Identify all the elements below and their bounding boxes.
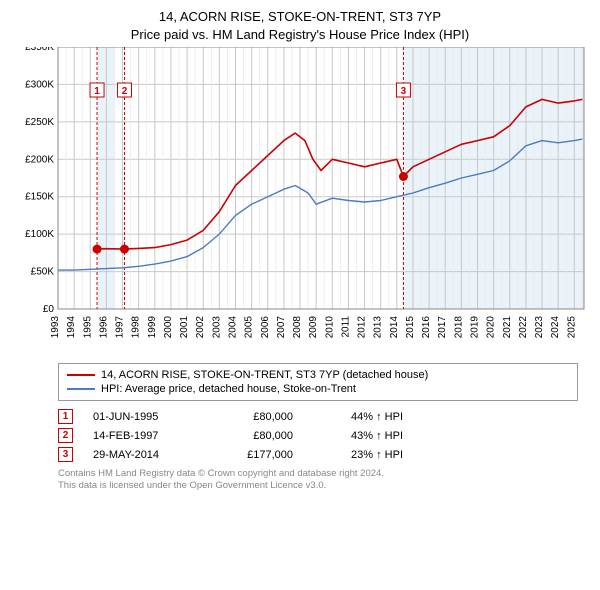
svg-text:2007: 2007 [276,316,287,339]
legend: 14, ACORN RISE, STOKE-ON-TRENT, ST3 7YP … [58,363,578,401]
event-diff: 23% ↑ HPI [313,449,403,461]
title-line-2: Price paid vs. HM Land Registry's House … [10,26,590,44]
attribution: Contains HM Land Registry data © Crown c… [58,468,590,493]
chart-title: 14, ACORN RISE, STOKE-ON-TRENT, ST3 7YP … [10,8,590,43]
svg-text:2006: 2006 [260,316,271,339]
svg-text:3: 3 [401,86,407,97]
svg-text:2004: 2004 [227,316,238,339]
event-row: 3 29-MAY-2014 £177,000 23% ↑ HPI [58,445,578,464]
svg-text:£200K: £200K [25,154,54,165]
svg-text:£50K: £50K [31,267,55,278]
svg-text:2010: 2010 [324,316,335,339]
legend-label-hpi: HPI: Average price, detached house, Stok… [101,383,356,395]
svg-text:2018: 2018 [453,316,464,339]
event-badge: 1 [58,409,73,424]
event-price: £80,000 [213,411,293,423]
svg-text:£0: £0 [43,304,55,315]
svg-text:2009: 2009 [308,316,319,339]
events-list: 1 01-JUN-1995 £80,000 44% ↑ HPI 2 14-FEB-1997… [58,407,578,464]
event-badge: 2 [58,428,73,443]
svg-text:1999: 1999 [147,316,158,339]
chart-area: £0 £50K £100K £150K £200K £250K £300K £350K 1993… [10,47,590,357]
svg-text:2017: 2017 [437,316,448,339]
svg-text:£250K: £250K [25,117,54,128]
svg-text:1997: 1997 [115,316,126,339]
svg-text:1994: 1994 [66,316,77,339]
legend-label-property: 14, ACORN RISE, STOKE-ON-TRENT, ST3 7YP … [101,369,428,381]
svg-text:2003: 2003 [211,316,222,339]
attribution-line-1: Contains HM Land Registry data © Crown c… [58,468,590,480]
svg-text:2022: 2022 [518,316,529,339]
legend-row-property: 14, ACORN RISE, STOKE-ON-TRENT, ST3 7YP … [67,368,569,382]
svg-text:2014: 2014 [389,316,400,339]
svg-text:2025: 2025 [566,316,577,339]
event-row: 2 14-FEB-1997 £80,000 43% ↑ HPI [58,426,578,445]
svg-text:£300K: £300K [25,80,54,91]
svg-text:£350K: £350K [25,47,54,53]
svg-text:1993: 1993 [50,316,61,339]
chart-container: 14, ACORN RISE, STOKE-ON-TRENT, ST3 7YP … [0,0,600,499]
svg-text:2001: 2001 [179,316,190,339]
svg-text:2: 2 [122,86,128,97]
svg-text:2008: 2008 [292,316,303,339]
event-diff: 43% ↑ HPI [313,430,403,442]
event-badge: 3 [58,447,73,462]
svg-text:2020: 2020 [486,316,497,339]
svg-text:2000: 2000 [163,316,174,339]
svg-text:2002: 2002 [195,316,206,339]
event-date: 14-FEB-1997 [93,430,193,442]
legend-row-hpi: HPI: Average price, detached house, Stok… [67,382,569,396]
svg-text:2012: 2012 [357,316,368,339]
legend-swatch-property [67,374,95,376]
svg-text:2019: 2019 [470,316,481,339]
svg-text:1996: 1996 [98,316,109,339]
event-date: 01-JUN-1995 [93,411,193,423]
legend-swatch-hpi [67,388,95,390]
svg-text:2016: 2016 [421,316,432,339]
svg-text:2013: 2013 [373,316,384,339]
title-line-1: 14, ACORN RISE, STOKE-ON-TRENT, ST3 7YP [10,8,590,26]
attribution-line-2: This data is licensed under the Open Gov… [58,480,590,492]
svg-text:2005: 2005 [244,316,255,339]
event-diff: 44% ↑ HPI [313,411,403,423]
svg-text:2021: 2021 [502,316,513,339]
event-date: 29-MAY-2014 [93,449,193,461]
svg-text:2015: 2015 [405,316,416,339]
svg-text:1995: 1995 [82,316,93,339]
svg-text:£100K: £100K [25,229,54,240]
event-row: 1 01-JUN-1995 £80,000 44% ↑ HPI [58,407,578,426]
svg-text:2023: 2023 [534,316,545,339]
svg-text:£150K: £150K [25,192,54,203]
svg-text:2011: 2011 [340,316,351,338]
svg-text:1998: 1998 [131,316,142,339]
event-price: £80,000 [213,430,293,442]
svg-text:2024: 2024 [550,316,561,339]
event-price: £177,000 [213,449,293,461]
svg-text:1: 1 [94,86,100,97]
chart-svg: £0 £50K £100K £150K £200K £250K £300K £350K 1993… [10,47,590,357]
